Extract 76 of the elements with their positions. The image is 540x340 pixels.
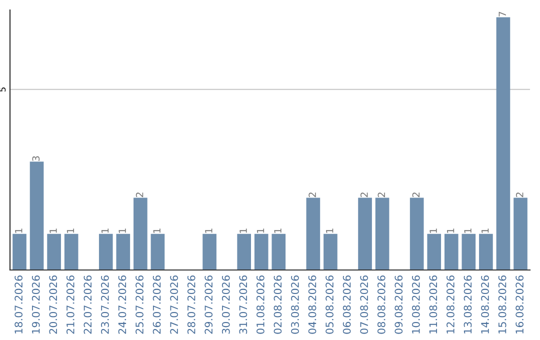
x-tick-label: 22.07.2026 xyxy=(84,276,92,334)
data-label: 2 xyxy=(378,192,385,198)
bar xyxy=(272,234,286,270)
bar xyxy=(98,234,113,270)
bar xyxy=(116,234,130,270)
x-tick-label: 16.08.2026 xyxy=(516,276,524,334)
bar xyxy=(306,198,320,270)
bar xyxy=(12,234,26,270)
x-tick-label: 28.07.2026 xyxy=(187,276,196,334)
x-tick-label: 31.07.2026 xyxy=(239,276,248,334)
x-tick-label: 08.08.2026 xyxy=(377,276,386,334)
x-tick-label: 06.08.2026 xyxy=(342,276,351,334)
bar xyxy=(375,198,390,270)
x-tick-label: 30.07.2026 xyxy=(222,276,230,334)
x-tick-label: 23.07.2026 xyxy=(101,276,109,334)
data-label: 7 xyxy=(498,12,506,16)
x-tick-label: 10.08.2026 xyxy=(412,276,420,334)
bar xyxy=(427,234,442,270)
bar xyxy=(254,234,268,270)
data-label: 1 xyxy=(101,228,109,233)
data-label: 2 xyxy=(516,192,524,198)
bar xyxy=(462,234,476,270)
data-label: 1 xyxy=(50,228,57,233)
data-label: 1 xyxy=(118,228,126,233)
data-label: 1 xyxy=(326,228,334,233)
x-tick-label: 13.08.2026 xyxy=(464,276,472,334)
data-label: 1 xyxy=(256,228,264,233)
x-tick-label: 24.07.2026 xyxy=(118,276,126,334)
bar xyxy=(479,234,493,270)
bar xyxy=(410,198,424,270)
x-tick-label: 25.07.2026 xyxy=(136,276,144,334)
x-tick-label: 02.08.2026 xyxy=(274,276,282,334)
x-tick-label: 11.08.2026 xyxy=(429,276,438,334)
x-tick-label: 21.07.2026 xyxy=(66,276,74,334)
x-tick-label: 20.07.2026 xyxy=(49,276,58,334)
x-tick-label: 15.08.2026 xyxy=(498,276,506,334)
data-label: 1 xyxy=(153,228,160,233)
data-label: 1 xyxy=(66,228,74,233)
bar xyxy=(64,234,78,270)
bar xyxy=(134,198,148,270)
x-tick-label: 04.08.2026 xyxy=(308,276,316,334)
x-tick-label: 29.07.2026 xyxy=(204,276,213,334)
x-tick-label: 07.08.2026 xyxy=(360,276,368,334)
x-tick-label: 12.08.2026 xyxy=(446,276,454,334)
data-label: 3 xyxy=(32,156,40,161)
bar xyxy=(496,17,510,270)
x-tick-label: 18.07.2026 xyxy=(14,276,23,334)
bar xyxy=(30,162,44,270)
x-tick-label: 26.07.2026 xyxy=(152,276,161,334)
bar xyxy=(514,198,528,270)
bar xyxy=(358,198,372,270)
bar xyxy=(47,234,61,270)
data-label: 1 xyxy=(240,228,247,233)
x-tick-label: 03.08.2026 xyxy=(291,276,299,334)
data-label: 1 xyxy=(15,228,22,233)
data-label: 1 xyxy=(274,228,282,233)
data-label: 1 xyxy=(205,228,212,233)
data-label: 1 xyxy=(430,228,437,233)
data-label: 1 xyxy=(464,228,472,233)
bar xyxy=(237,234,251,270)
x-tick-label: 09.08.2026 xyxy=(394,276,403,334)
x-tick-label: 05.08.2026 xyxy=(326,276,334,334)
bar xyxy=(202,234,216,270)
bar xyxy=(444,234,458,270)
data-label: 2 xyxy=(308,192,316,198)
data-label: 2 xyxy=(136,192,144,198)
data-label: 2 xyxy=(412,192,420,198)
x-tick-label: 19.07.2026 xyxy=(32,276,40,334)
x-tick-label: 27.07.2026 xyxy=(170,276,178,334)
data-label: 1 xyxy=(446,228,454,233)
data-label: 2 xyxy=(360,192,368,198)
data-label: 1 xyxy=(482,228,489,233)
bar xyxy=(150,234,165,270)
x-tick-label: 01.08.2026 xyxy=(256,276,264,334)
x-tick-label: 14.08.2026 xyxy=(481,276,489,334)
bar xyxy=(324,234,338,270)
